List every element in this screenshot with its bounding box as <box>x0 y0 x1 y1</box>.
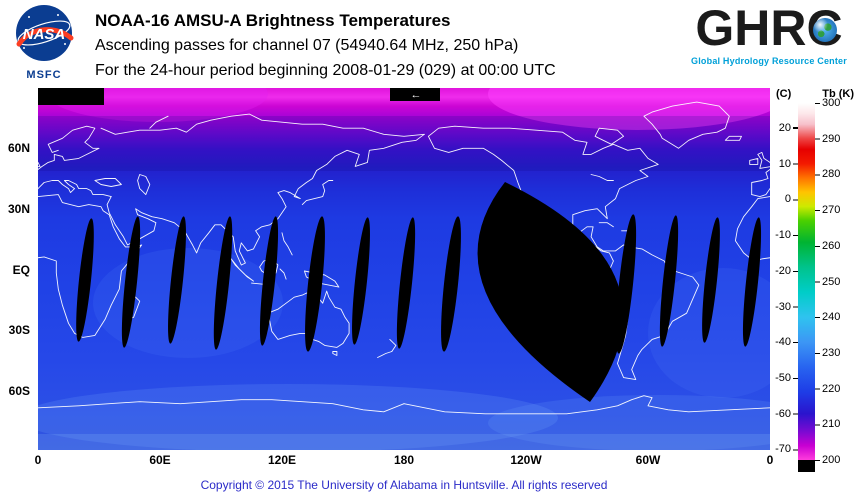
lat-label-30s: 30S <box>8 323 30 337</box>
colorbar-kelvin-ticks <box>815 103 820 461</box>
ghrc-subtitle: Global Hydrology Resource Center <box>691 56 847 66</box>
colorbar-tick-k-290: 290 <box>822 133 841 145</box>
colorbar-header: (C) Tb (K) <box>776 88 854 100</box>
colorbar-tick-c-m20: -20 <box>775 265 791 277</box>
lon-label-0-left: 0 <box>34 453 42 467</box>
colorbar-tick-k-300: 300 <box>822 97 841 109</box>
nasa-logo: NASA MSFC <box>8 4 80 81</box>
nasa-meatball-icon: NASA <box>16 5 74 61</box>
lat-label-60s: 60S <box>8 384 30 398</box>
colorbar-tick-c-m70: -70 <box>775 443 791 455</box>
colorbar-tick-c-0: 0 <box>784 193 791 205</box>
subtitle-period: For the 24-hour period beginning 2008-01… <box>95 62 556 79</box>
ghrc-letter-g: G <box>695 0 735 56</box>
colorbar-tick-k-230: 230 <box>822 347 841 359</box>
page-title: NOAA-16 AMSU-A Brightness Temperatures <box>95 11 451 30</box>
colorbar-tick-c-m10: -10 <box>775 229 791 241</box>
copyright-notice: Copyright © 2015 The University of Alaba… <box>200 478 608 492</box>
msfc-label: MSFC <box>26 69 62 81</box>
data-gap-swaths <box>38 88 762 402</box>
ghrc-letter-r: R <box>770 0 807 56</box>
colorbar-tick-k-210: 210 <box>822 418 841 430</box>
colorbar-tick-c-m30: -30 <box>775 301 791 313</box>
lat-label-30n: 30N <box>7 202 30 216</box>
colorbar-tick-k-250: 250 <box>822 276 841 288</box>
lon-label-60e: 60E <box>149 453 171 467</box>
title-block: NOAA-16 AMSU-A Brightness Temperatures A… <box>95 8 556 83</box>
colorbar-tick-k-270: 270 <box>822 204 841 216</box>
colorbar-unit-celsius: (C) <box>776 88 792 100</box>
colorbar-tick-k-260: 260 <box>822 240 841 252</box>
brightness-temperature-map: ← <box>38 88 770 450</box>
swath-direction-arrow-icon: ← <box>411 89 422 101</box>
globe-icon <box>813 18 838 43</box>
colorbar <box>798 103 815 472</box>
map-panel: ← <box>38 88 770 450</box>
colorbar-tick-k-200: 200 <box>822 454 841 466</box>
ghrc-wordmark: GHRC <box>686 0 852 56</box>
colorbar-tick-c-20: 20 <box>778 122 791 134</box>
lon-label-120e: 120E <box>267 453 297 467</box>
colorbar-tick-k-220: 220 <box>822 383 841 395</box>
lon-label-0-right: 0 <box>766 453 774 467</box>
colorbar-unit-kelvin: Tb (K) <box>822 88 854 100</box>
colorbar-tick-c-m50: -50 <box>775 372 791 384</box>
colorbar-celsius-ticks <box>793 103 798 461</box>
colorbar-tick-k-240: 240 <box>822 311 841 323</box>
lon-label-120w: 120W <box>510 453 542 467</box>
nasa-wordmark: NASA <box>23 26 66 43</box>
ghrc-letter-h: H <box>734 0 771 56</box>
colorbar-tick-k-280: 280 <box>822 168 841 180</box>
colorbar-tick-c-10: 10 <box>778 158 791 170</box>
lon-label-60w: 60W <box>635 453 661 467</box>
coastlines <box>38 113 425 413</box>
ghrc-logo: GHRC Global Hydrology Resource Center <box>686 0 852 66</box>
lon-label-180: 180 <box>393 453 415 467</box>
colorbar-tick-c-m60: -60 <box>775 408 791 420</box>
colorbar-tick-c-m40: -40 <box>775 336 791 348</box>
subtitle-channel: Ascending passes for channel 07 (54940.6… <box>95 37 519 54</box>
lat-label-eq: EQ <box>12 263 30 277</box>
lat-label-60n: 60N <box>7 141 30 155</box>
